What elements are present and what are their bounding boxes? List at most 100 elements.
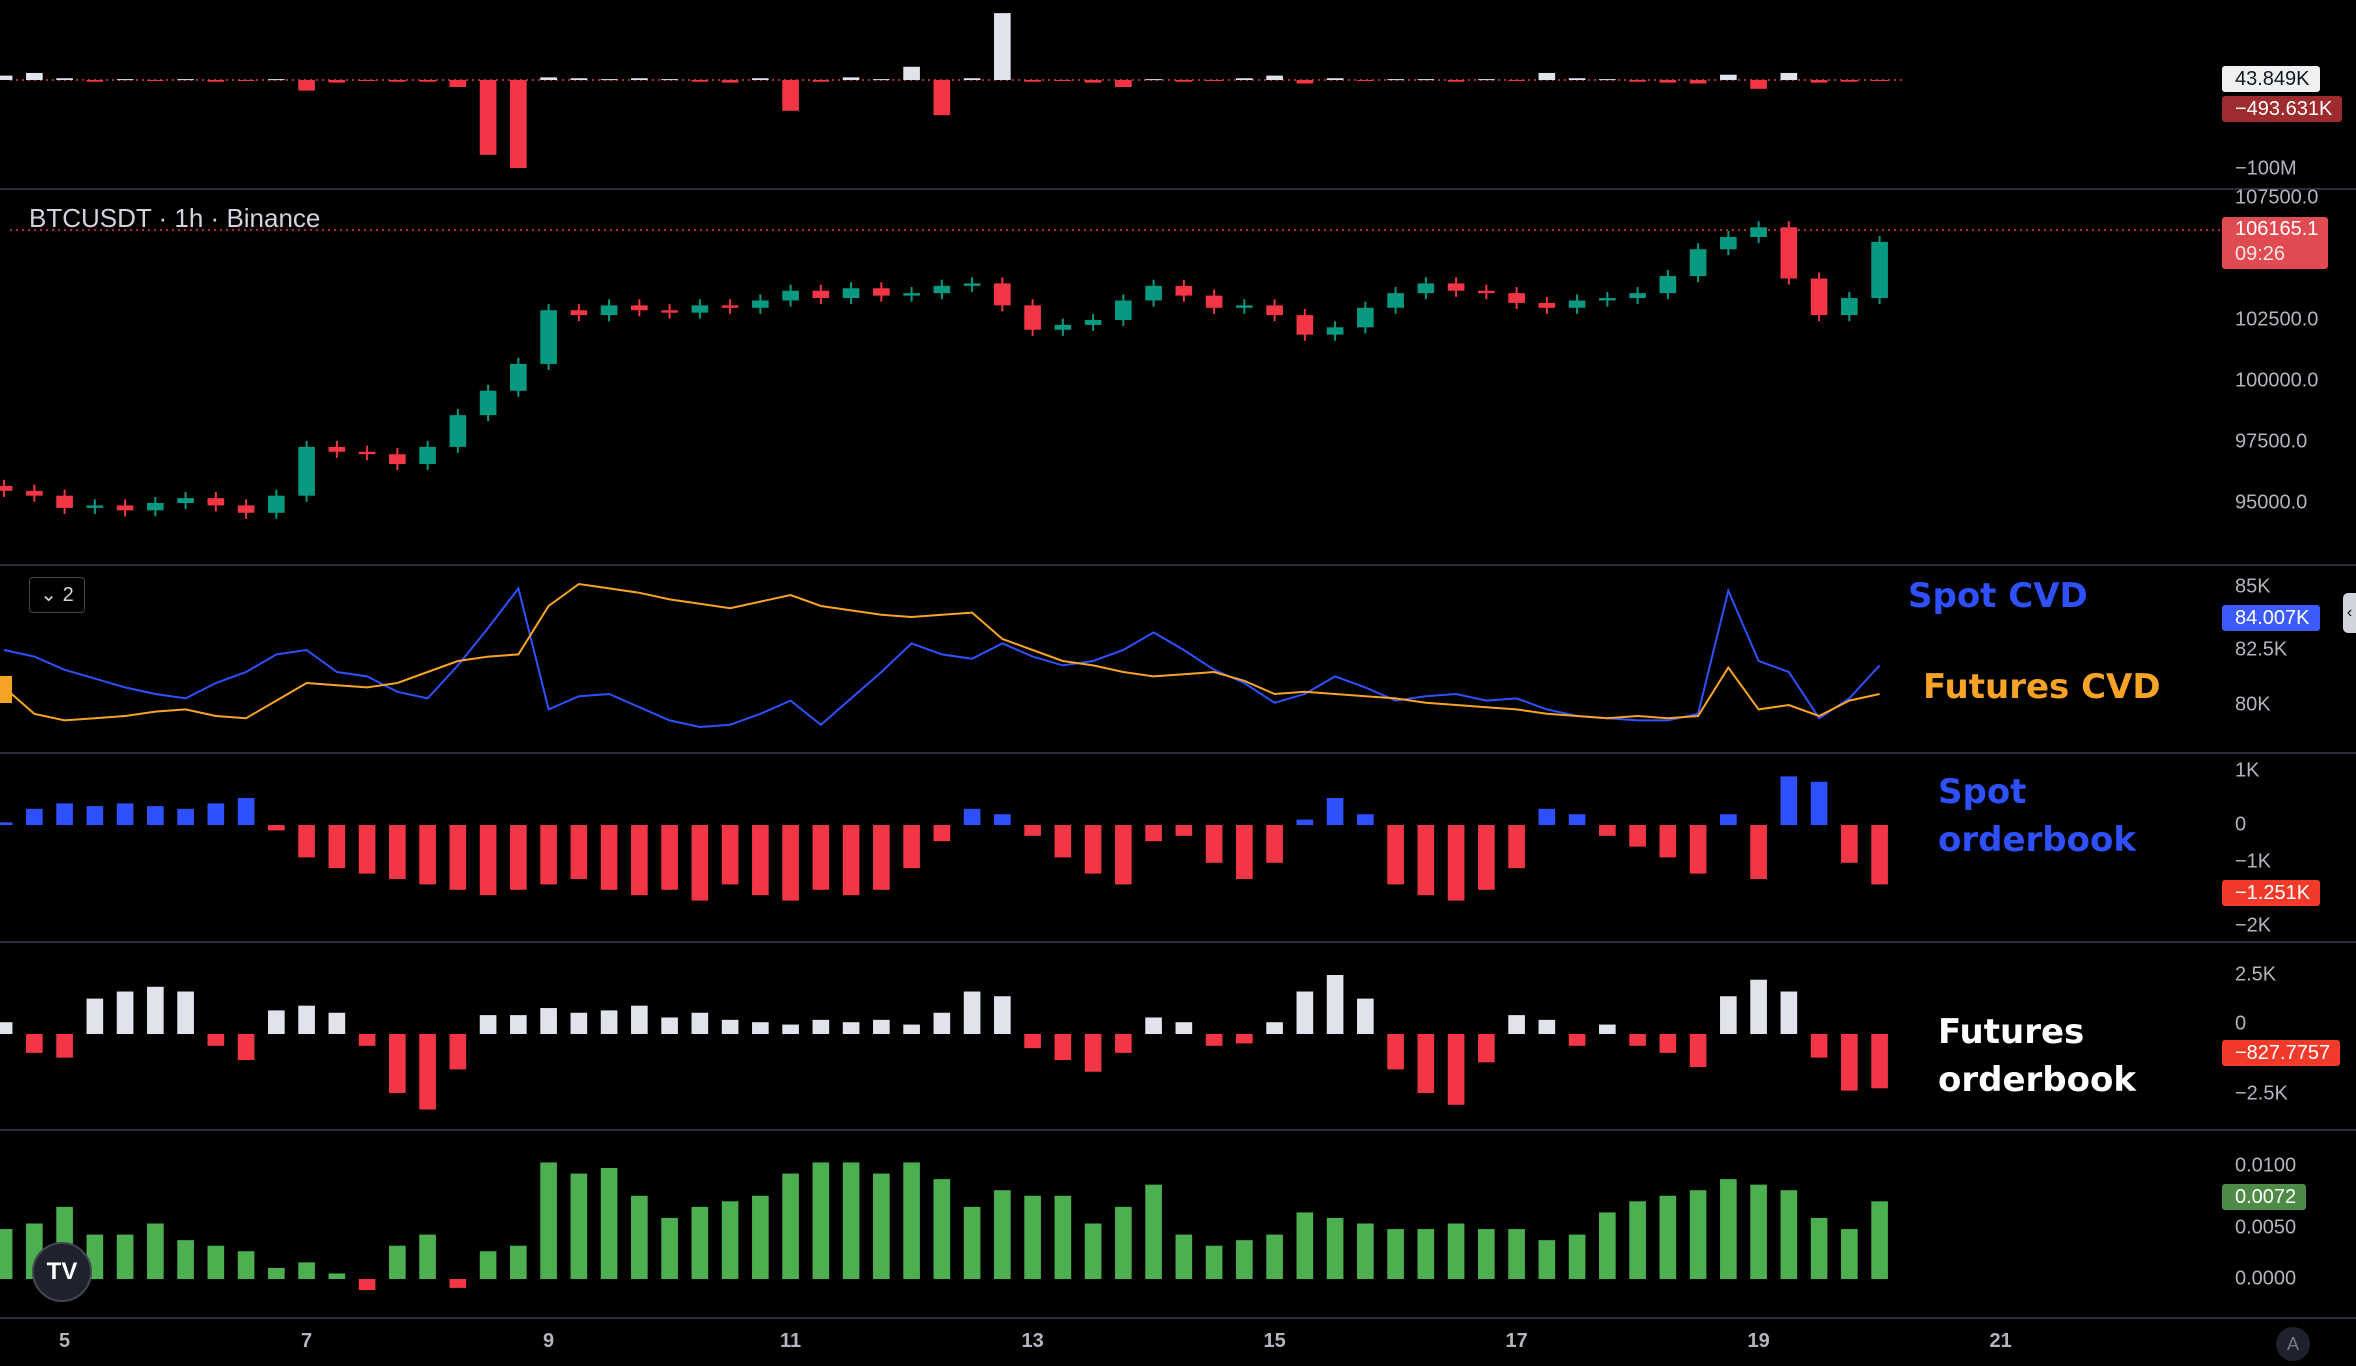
- volume-delta-bar: [177, 79, 194, 81]
- auto-scale-button[interactable]: A: [2276, 1327, 2310, 1361]
- volume-delta-bar: [207, 80, 225, 82]
- spot-orderbook-bar: [358, 825, 376, 874]
- pane-separator[interactable]: [0, 1317, 2356, 1319]
- volume-delta-bar: [449, 80, 467, 88]
- funding-bar: [812, 1162, 830, 1279]
- spot-orderbook-bar: [86, 806, 104, 825]
- futures-orderbook-bar: [26, 1034, 43, 1053]
- volume-delta-bar: [1145, 79, 1162, 81]
- funding-bar: [1145, 1184, 1162, 1279]
- date-tick: 5: [59, 1330, 71, 1352]
- volume-delta-bar: [419, 80, 436, 82]
- volume-delta-bar: [782, 80, 799, 111]
- futures-orderbook-bar: [933, 1012, 951, 1034]
- candle-body: [1810, 278, 1828, 316]
- funding-bar: [419, 1234, 436, 1279]
- legend-toggle-button[interactable]: ⌄ 2: [29, 577, 85, 613]
- spot-orderbook-bar: [721, 825, 739, 885]
- funding-bar: [177, 1240, 194, 1279]
- volume-delta-bar: [1326, 78, 1344, 80]
- symbol-title[interactable]: BTCUSDT · 1h · Binance: [29, 203, 321, 233]
- candle-body: [1871, 241, 1888, 299]
- volume-delta-bar: [600, 79, 618, 81]
- pane-separator[interactable]: [0, 941, 2356, 943]
- futures-orderbook-bar: [1054, 1034, 1072, 1060]
- volume-delta-bar: [1205, 80, 1223, 81]
- futures-orderbook-bar: [449, 1034, 467, 1070]
- volume-delta-bar: [570, 78, 588, 80]
- volume-delta-bar: [903, 66, 920, 80]
- volume-delta-bar: [0, 75, 13, 80]
- futures-orderbook-bar: [1145, 1017, 1162, 1034]
- axis-tick: 0.0100: [2235, 1154, 2297, 1177]
- spot-orderbook-bar: [268, 825, 285, 831]
- axis-tick: 95000.0: [2235, 491, 2308, 514]
- funding-bar: [1387, 1229, 1404, 1279]
- futures-orderbook-bar: [1357, 998, 1374, 1034]
- pane-separator[interactable]: [0, 752, 2356, 754]
- futures-orderbook-bar: [691, 1012, 709, 1034]
- candle-body: [147, 503, 164, 511]
- funding-bar: [1447, 1223, 1465, 1279]
- funding-bar: [479, 1251, 497, 1279]
- volume-delta-bar: [298, 80, 315, 91]
- candle-body: [1145, 285, 1162, 301]
- futures-orderbook-bar: [1236, 1034, 1253, 1044]
- futures-orderbook-bar: [631, 1005, 648, 1034]
- volume-delta-bar: [873, 79, 890, 81]
- funding-bar: [752, 1195, 769, 1279]
- volume-delta-bar: [933, 80, 951, 116]
- axis-tick: 0.0050: [2235, 1216, 2297, 1239]
- spot-orderbook-bar: [691, 825, 709, 901]
- axis-tick: 97500.0: [2235, 430, 2308, 453]
- spot-orderbook-bar: [1629, 825, 1646, 847]
- futures-orderbook-bar: [328, 1012, 346, 1034]
- pane-separator[interactable]: [0, 1129, 2356, 1131]
- futures-orderbook-bar: [963, 991, 981, 1034]
- spot-orderbook-bar: [631, 825, 648, 896]
- candle-body: [1417, 283, 1435, 294]
- volume-delta-bar: [1750, 80, 1767, 89]
- volume-delta-bar: [116, 79, 134, 81]
- spot-orderbook-bar: [298, 825, 315, 858]
- candle-body: [631, 305, 648, 311]
- candle-body: [600, 305, 618, 316]
- spot-orderbook-bar: [1205, 825, 1223, 863]
- funding-bar: [873, 1173, 890, 1279]
- funding-bar: [1508, 1229, 1525, 1279]
- funding-bar: [298, 1262, 315, 1279]
- candle-body: [86, 505, 104, 508]
- spot-orderbook-bar: [782, 825, 799, 901]
- futures-orderbook-bar: [86, 998, 104, 1034]
- funding-bar: [1810, 1217, 1828, 1279]
- annotation-line: orderbook: [1938, 820, 2136, 860]
- axis-tick: 0: [2235, 813, 2247, 836]
- pane-separator[interactable]: [0, 188, 2356, 190]
- spot-orderbook-bar: [600, 825, 618, 890]
- volume-delta-bar: [1236, 78, 1253, 80]
- spot-orderbook-bar: [207, 803, 225, 825]
- futures-orderbook-bar: [1417, 1034, 1435, 1093]
- bar-countdown: 09:26: [2235, 243, 2286, 265]
- annotation-line: Futures: [1938, 1012, 2085, 1052]
- axis-tick: 2.5K: [2235, 963, 2277, 986]
- futures-orderbook-bar: [0, 1022, 13, 1034]
- tradingview-logo[interactable]: TV: [32, 1242, 92, 1302]
- funding-bar: [661, 1217, 678, 1279]
- collapse-arrow-icon[interactable]: ‹: [2343, 593, 2356, 633]
- axis-tick: 1K: [2235, 759, 2260, 782]
- futures-cvd-annotation: Futures CVD: [1923, 667, 2161, 707]
- candle-body: [1326, 327, 1344, 335]
- funding-bar: [1780, 1190, 1798, 1279]
- futures-orderbook-bar: [721, 1019, 739, 1034]
- pane-separator[interactable]: [0, 564, 2356, 566]
- funding-bar: [782, 1173, 799, 1279]
- volume-delta-bar: [963, 78, 981, 80]
- volume-delta-bar: [1266, 75, 1283, 80]
- candle-body: [116, 505, 134, 511]
- volume-delta-bar: [328, 80, 346, 83]
- futures-orderbook-bar: [1175, 1022, 1193, 1034]
- futures-orderbook-bar: [752, 1022, 769, 1034]
- spot-orderbook-bar: [1841, 825, 1858, 863]
